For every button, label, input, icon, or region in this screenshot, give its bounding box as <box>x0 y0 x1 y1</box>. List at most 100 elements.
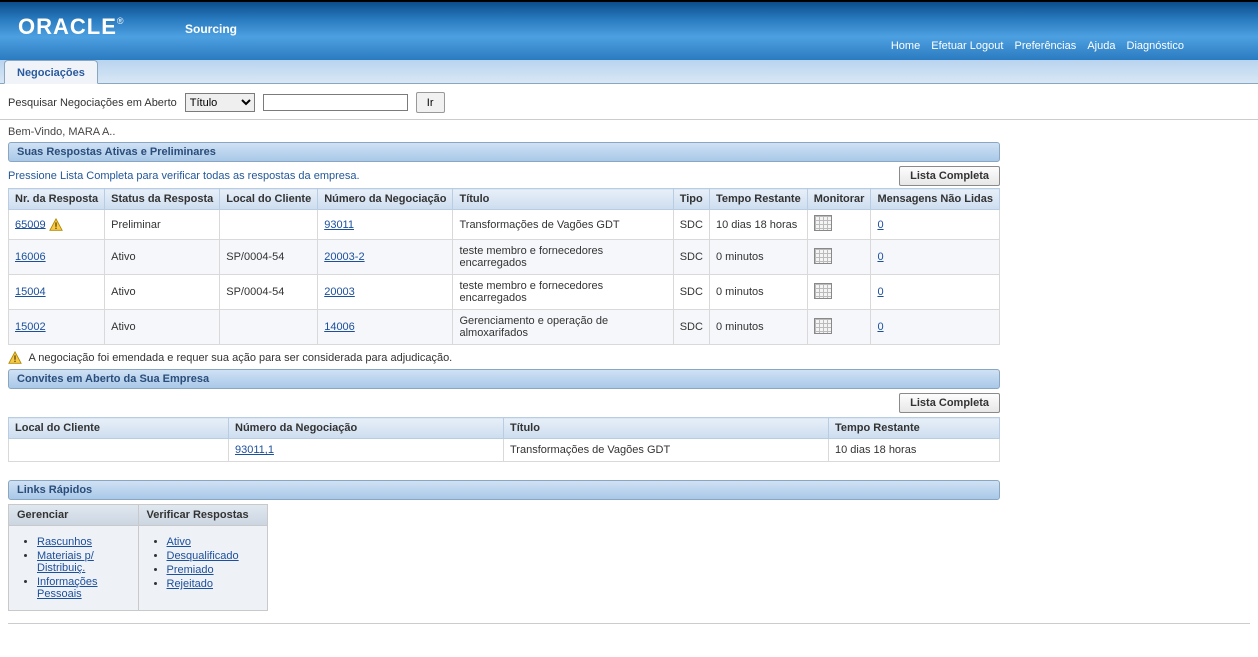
nav-logout[interactable]: Efetuar Logout <box>931 40 1003 52</box>
table-row: 15004 AtivoSP/0004-54 20003 teste membro e … <box>9 275 1000 310</box>
th-unread: Mensagens Não Lidas <box>871 189 1000 210</box>
negotiation-number-link[interactable]: 93011 <box>324 219 354 231</box>
table-row: 15002 Ativo 14006 Gerenciamento e operação … <box>9 310 1000 345</box>
cell-title: Transformações de Vagões GDT <box>453 210 673 240</box>
cell-client <box>9 439 229 462</box>
ql-awarded[interactable]: Premiado <box>167 564 214 576</box>
cell-time: 10 dias 18 horas <box>709 210 807 240</box>
cell-client <box>220 310 318 345</box>
th-resp-status: Status da Resposta <box>105 189 220 210</box>
brand-text: ORACLE <box>18 14 117 39</box>
ql-manage-header: Gerenciar <box>9 505 138 526</box>
th2-time-left: Tempo Restante <box>829 418 1000 439</box>
th-type: Tipo <box>673 189 709 210</box>
th-title: Título <box>453 189 673 210</box>
quick-links: Gerenciar Rascunhos Materiais p/ Distrib… <box>8 504 268 611</box>
ql-personal-info[interactable]: Informações Pessoais <box>37 576 98 600</box>
app-title: Sourcing <box>185 22 237 36</box>
cell-client: SP/0004-54 <box>220 275 318 310</box>
responses-table: Nr. da Resposta Status da Resposta Local… <box>8 188 1000 345</box>
cell-title: Transformações de Vagões GDT <box>504 439 829 462</box>
th2-neg-no: Número da Negociação <box>229 418 504 439</box>
ql-disqualified[interactable]: Desqualificado <box>167 550 239 562</box>
cell-type: SDC <box>673 310 709 345</box>
section-open-invites: Convites em Aberto da Sua Empresa <box>8 369 1000 389</box>
monitor-icon[interactable] <box>814 318 832 334</box>
th-time-left: Tempo Restante <box>709 189 807 210</box>
tab-bar: Negociações <box>0 60 1258 84</box>
negotiation-number-link[interactable]: 14006 <box>324 321 355 333</box>
monitor-icon[interactable] <box>814 283 832 299</box>
th-resp-no: Nr. da Resposta <box>9 189 105 210</box>
search-field-select[interactable]: Título <box>185 93 255 112</box>
ql-active[interactable]: Ativo <box>167 536 191 548</box>
footnote-text: A negociação foi emendada e requer sua a… <box>28 352 452 364</box>
section-quick-links: Links Rápidos <box>8 480 1000 500</box>
cell-title: Gerenciamento e operação de almoxarifado… <box>453 310 673 345</box>
tab-negociacoes[interactable]: Negociações <box>4 60 98 84</box>
response-number-link[interactable]: 16006 <box>15 251 46 263</box>
nav-diag[interactable]: Diagnóstico <box>1127 40 1184 52</box>
ql-materials[interactable]: Materiais p/ Distribuiç. <box>37 550 94 574</box>
warning-icon <box>49 218 63 232</box>
oracle-logo: ORACLE® <box>18 14 125 40</box>
nav-help[interactable]: Ajuda <box>1087 40 1115 52</box>
page-header: ORACLE® Sourcing Home Efetuar Logout Pre… <box>0 0 1258 60</box>
unread-messages-link[interactable]: 0 <box>877 219 883 231</box>
response-number-link[interactable]: 65009 <box>15 218 46 230</box>
negotiation-number-link[interactable]: 20003 <box>324 286 355 298</box>
search-label: Pesquisar Negociações em Aberto <box>8 97 177 109</box>
nav-home[interactable]: Home <box>891 40 920 52</box>
cell-type: SDC <box>673 275 709 310</box>
cell-time: 10 dias 18 horas <box>829 439 1000 462</box>
amendment-footnote: A negociação foi emendada e requer sua a… <box>8 351 1250 365</box>
unread-messages-link[interactable]: 0 <box>877 321 883 333</box>
response-number-link[interactable]: 15004 <box>15 286 46 298</box>
th2-client-loc: Local do Cliente <box>9 418 229 439</box>
cell-type: SDC <box>673 210 709 240</box>
cell-time: 0 minutos <box>709 240 807 275</box>
unread-messages-link[interactable]: 0 <box>877 251 883 263</box>
ql-rejected[interactable]: Rejeitado <box>167 578 213 590</box>
warning-icon <box>8 351 22 365</box>
monitor-icon[interactable] <box>814 215 832 231</box>
invites-table: Local do Cliente Número da Negociação Tí… <box>8 417 1000 462</box>
section-active-responses: Suas Respostas Ativas e Preliminares <box>8 142 1000 162</box>
welcome-text: Bem-Vindo, MARA A.. <box>8 126 1250 138</box>
cell-status: Ativo <box>105 240 220 275</box>
cell-status: Preliminar <box>105 210 220 240</box>
cell-client: SP/0004-54 <box>220 240 318 275</box>
top-nav: Home Efetuar Logout Preferências Ajuda D… <box>887 40 1188 52</box>
monitor-icon[interactable] <box>814 248 832 264</box>
cell-title: teste membro e fornecedores encarregados <box>453 240 673 275</box>
table-row: 65009 Preliminar 93011 Transformações de V… <box>9 210 1000 240</box>
full-list-button-2[interactable]: Lista Completa <box>899 393 1000 413</box>
section1-instruction: Pressione Lista Completa para verificar … <box>8 170 360 182</box>
search-bar: Pesquisar Negociações em Aberto Título I… <box>0 84 1258 120</box>
th-neg-no: Número da Negociação <box>318 189 453 210</box>
negotiation-number-link[interactable]: 93011,1 <box>235 444 274 456</box>
footer-divider <box>8 623 1250 627</box>
search-input[interactable] <box>263 94 408 111</box>
ql-verify-header: Verificar Respostas <box>139 505 268 526</box>
cell-time: 0 minutos <box>709 275 807 310</box>
cell-type: SDC <box>673 240 709 275</box>
search-go-button[interactable]: Ir <box>416 92 445 113</box>
th-client-loc: Local do Cliente <box>220 189 318 210</box>
cell-title: teste membro e fornecedores encarregados <box>453 275 673 310</box>
full-list-button-1[interactable]: Lista Completa <box>899 166 1000 186</box>
table-row: 16006 AtivoSP/0004-54 20003-2 teste membro … <box>9 240 1000 275</box>
response-number-link[interactable]: 15002 <box>15 321 46 333</box>
main-content: Bem-Vindo, MARA A.. Suas Respostas Ativa… <box>0 120 1258 657</box>
cell-client <box>220 210 318 240</box>
nav-prefs[interactable]: Preferências <box>1014 40 1076 52</box>
cell-status: Ativo <box>105 275 220 310</box>
th-monitor: Monitorar <box>807 189 871 210</box>
cell-status: Ativo <box>105 310 220 345</box>
brand-reg: ® <box>117 16 125 26</box>
table-row: 93011,1 Transformações de Vagões GDT10 di… <box>9 439 1000 462</box>
negotiation-number-link[interactable]: 20003-2 <box>324 251 364 263</box>
ql-drafts[interactable]: Rascunhos <box>37 536 92 548</box>
cell-time: 0 minutos <box>709 310 807 345</box>
unread-messages-link[interactable]: 0 <box>877 286 883 298</box>
